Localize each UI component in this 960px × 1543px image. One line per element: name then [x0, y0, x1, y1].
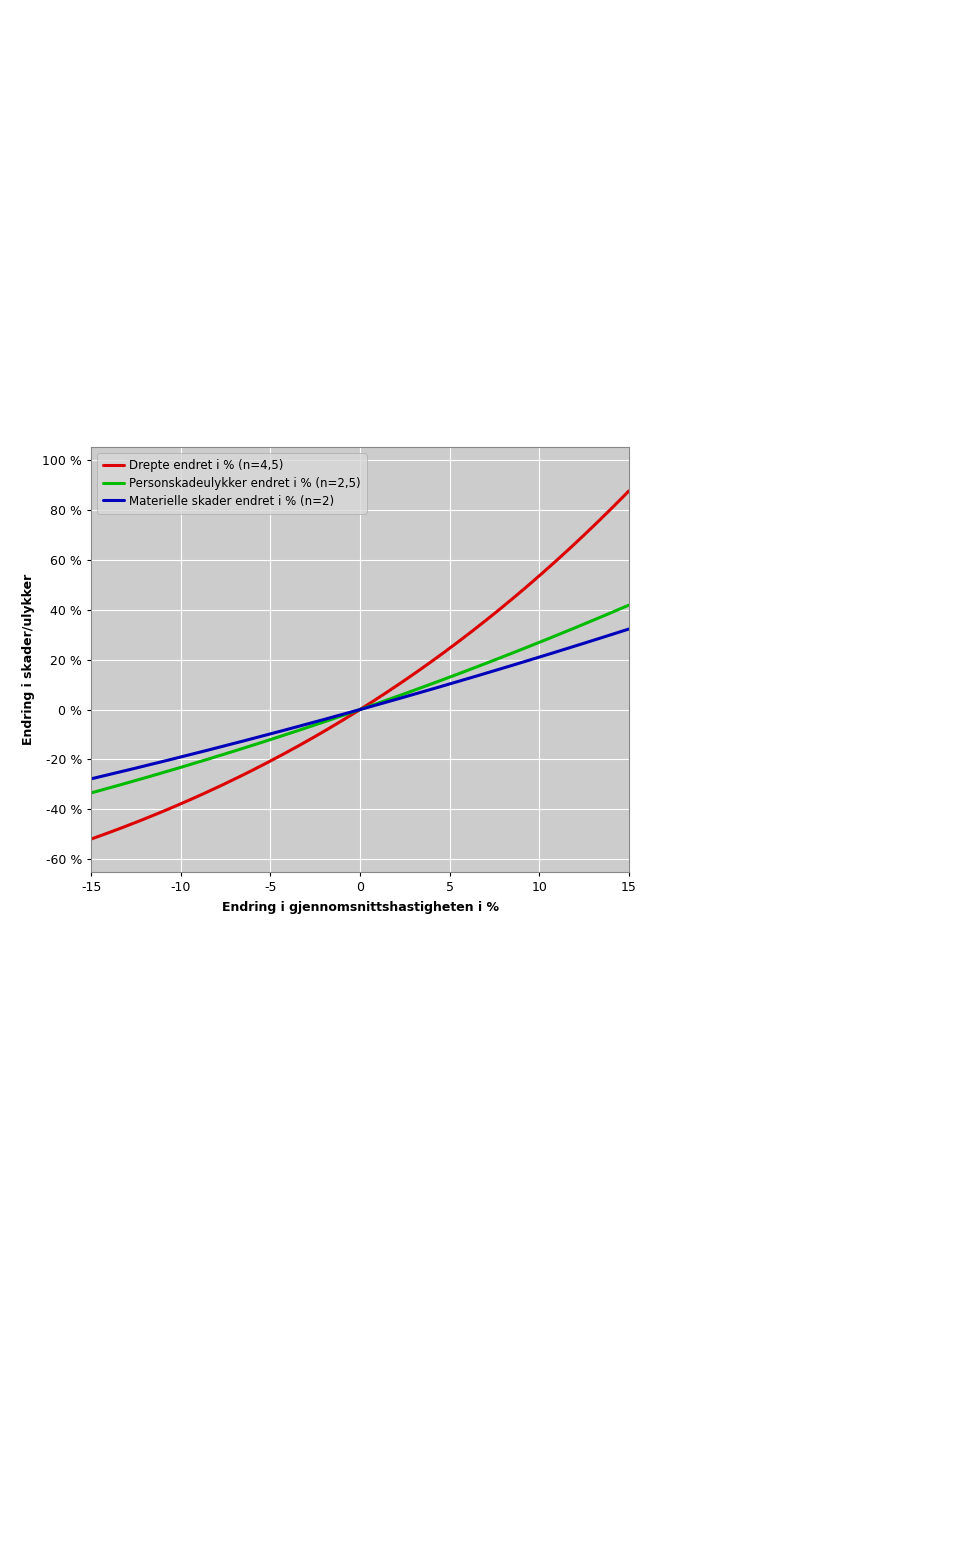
Drepte endret i % (n=4,5): [623, 481, 635, 500]
Drepte endret i % (n=4,5): [607, 498, 618, 517]
Drepte endret i % (n=4,5): [347, 705, 358, 724]
Materielle skader endret i % (n=2): [85, 770, 97, 788]
Materielle skader endret i % (n=2): [608, 625, 619, 643]
Materielle skader endret i % (n=2): [113, 762, 125, 781]
Personskadeulykker endret i % (n=2,5): [85, 784, 97, 802]
Legend: Drepte endret i % (n=4,5), Personskadeulykker endret i % (n=2,5), Materielle ska: Drepte endret i % (n=4,5), Personskadeul…: [97, 454, 367, 514]
Line: Drepte endret i % (n=4,5): Drepte endret i % (n=4,5): [91, 491, 629, 839]
Personskadeulykker endret i % (n=2,5): [607, 603, 618, 622]
Materielle skader endret i % (n=2): [509, 656, 520, 674]
Drepte endret i % (n=4,5): [509, 588, 520, 606]
Personskadeulykker endret i % (n=2,5): [113, 776, 125, 795]
Personskadeulykker endret i % (n=2,5): [347, 704, 358, 722]
Line: Materielle skader endret i % (n=2): Materielle skader endret i % (n=2): [91, 630, 629, 779]
Y-axis label: Endring i skader/ulykker: Endring i skader/ulykker: [22, 574, 36, 745]
Personskadeulykker endret i % (n=2,5): [623, 596, 635, 614]
Drepte endret i % (n=4,5): [608, 497, 619, 515]
Personskadeulykker endret i % (n=2,5): [509, 643, 520, 662]
X-axis label: Endring i gjennomsnittshastigheten i %: Endring i gjennomsnittshastigheten i %: [222, 901, 498, 913]
Personskadeulykker endret i % (n=2,5): [608, 603, 619, 622]
Drepte endret i % (n=4,5): [113, 819, 125, 838]
Drepte endret i % (n=4,5): [332, 713, 344, 731]
Drepte endret i % (n=4,5): [85, 830, 97, 849]
Line: Personskadeulykker endret i % (n=2,5): Personskadeulykker endret i % (n=2,5): [91, 605, 629, 793]
Materielle skader endret i % (n=2): [623, 620, 635, 639]
Materielle skader endret i % (n=2): [347, 702, 358, 721]
Materielle skader endret i % (n=2): [607, 625, 618, 643]
Personskadeulykker endret i % (n=2,5): [332, 708, 344, 727]
Materielle skader endret i % (n=2): [332, 707, 344, 725]
